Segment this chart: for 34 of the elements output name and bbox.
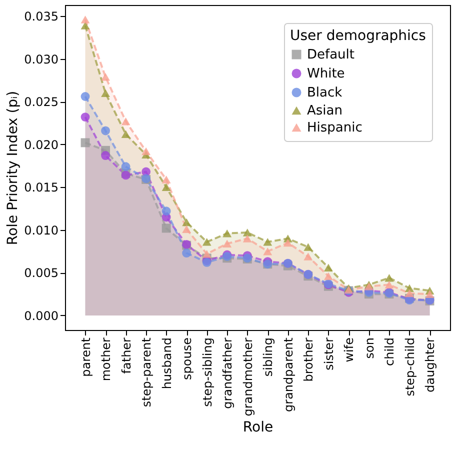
x-tick-label: step-child	[402, 338, 417, 396]
y-tick-label: 0.015	[24, 180, 58, 195]
legend-label: Default	[307, 48, 354, 62]
legend-title: User demographics	[290, 28, 426, 44]
y-axis-title: Role Priority Index (pᵢ)	[5, 90, 22, 246]
x-tick-label: step-sibling	[200, 338, 214, 407]
y-tick-label: 0.000	[24, 308, 58, 323]
x-tick-label: brother	[302, 337, 316, 382]
x-tick-label: step-parent	[140, 337, 154, 408]
x-tick-label: sibling	[261, 338, 276, 377]
x-tick-label: daughter	[423, 337, 438, 392]
y-tick-label: 0.025	[24, 95, 58, 110]
x-axis-title: Role	[242, 419, 274, 436]
y-tick-label: 0.020	[24, 138, 58, 152]
x-tick-label: husband	[160, 338, 174, 390]
y-tick-label: 0.030	[24, 52, 58, 66]
legend-label: Hispanic	[307, 120, 362, 136]
legend-label: White	[307, 66, 345, 82]
x-tick-label: sister	[322, 337, 336, 370]
x-tick-label: spouse	[180, 338, 194, 380]
x-tick-label: grandfather	[220, 337, 235, 409]
legend-label: Asian	[307, 104, 342, 118]
legend-label: Black	[307, 86, 343, 100]
x-tick-label: father	[119, 337, 134, 374]
x-tick-label: grandparent	[281, 337, 296, 412]
y-tick-label: 0.035	[24, 10, 58, 24]
x-tick-label: son	[362, 338, 376, 359]
x-tick-label: mother	[99, 337, 114, 382]
x-tick-label: grandmother	[240, 337, 255, 416]
x-tick-label: wife	[342, 338, 356, 362]
y-tick-label: 0.005	[24, 266, 58, 280]
y-tick-label: 0.010	[24, 223, 58, 238]
x-tick-label: parent	[78, 337, 93, 377]
x-tick-label: child	[382, 338, 397, 366]
